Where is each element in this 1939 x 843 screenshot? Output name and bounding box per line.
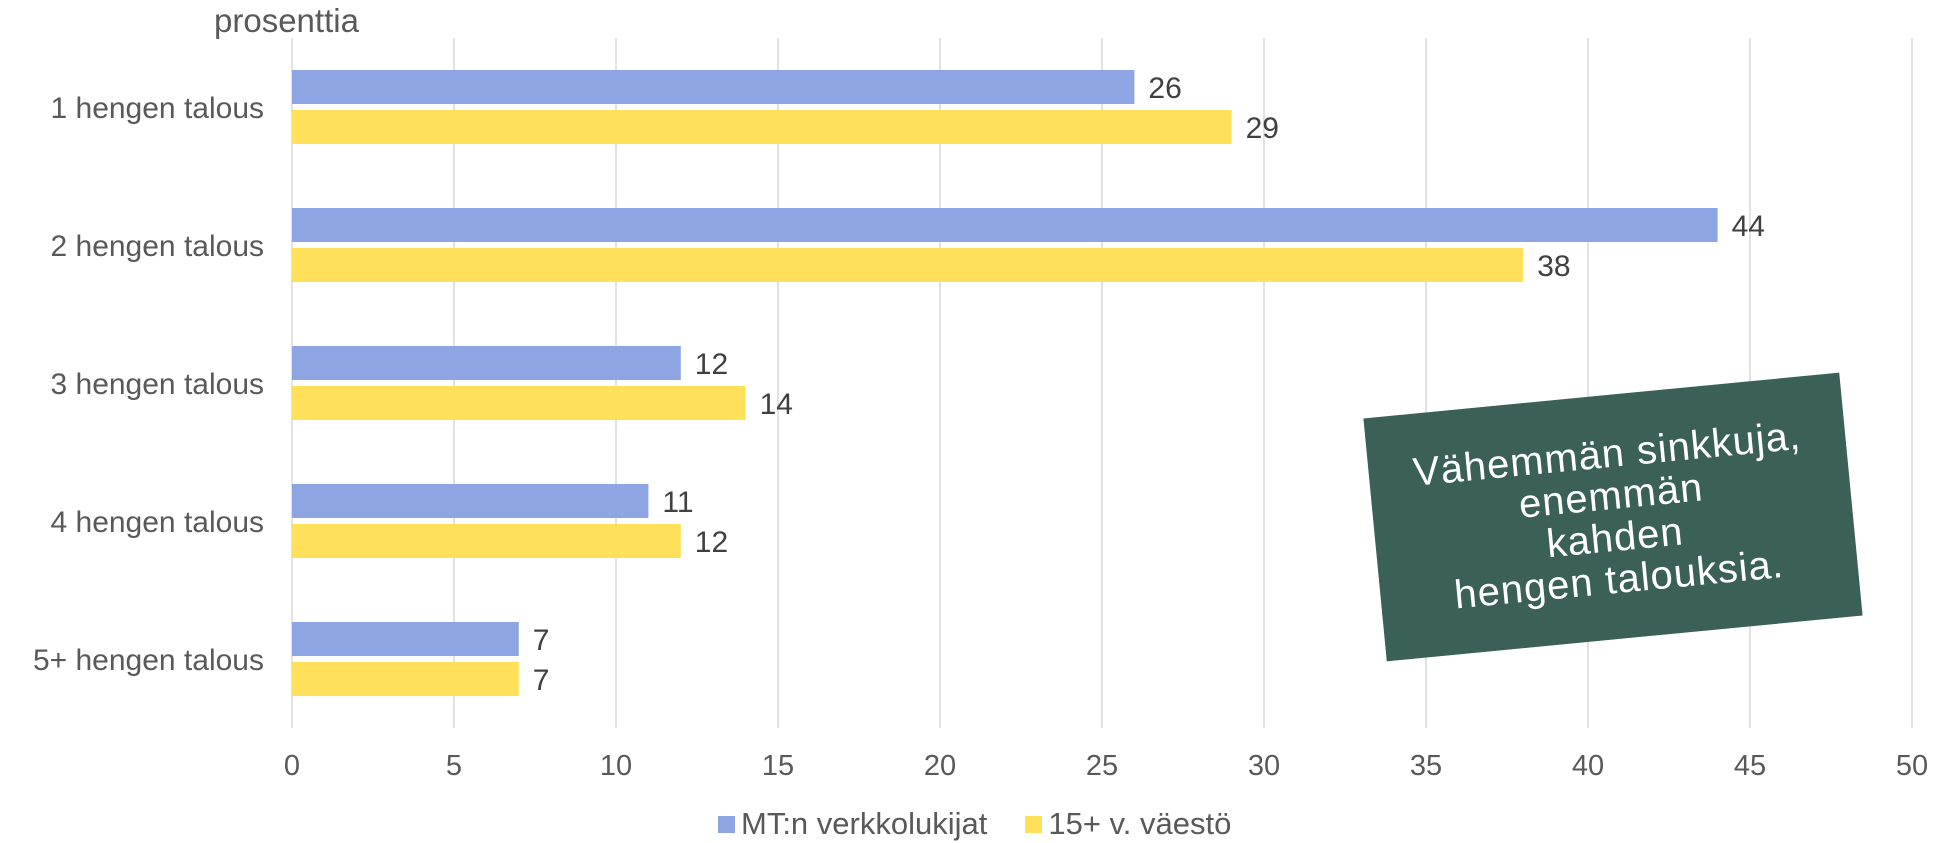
x-tick-label-45: 45	[1734, 750, 1766, 782]
bar-series-2-cat-4	[292, 524, 681, 558]
data-label-series-1-cat-1: 26	[1148, 72, 1181, 105]
category-label-1: 1 hengen talous	[50, 92, 264, 125]
bar-series-1-cat-2	[292, 208, 1718, 242]
bar-series-2-cat-5	[292, 662, 519, 696]
x-tick-label-35: 35	[1410, 750, 1442, 782]
legend-swatch-series-1	[718, 815, 735, 833]
legend-swatch-series-2	[1025, 815, 1043, 833]
bar-series-1-cat-4	[292, 484, 649, 518]
category-label-2: 2 hengen talous	[50, 230, 264, 263]
data-label-series-2-cat-1: 29	[1246, 112, 1279, 145]
bar-series-2-cat-3	[292, 386, 746, 420]
bar-series-1-cat-5	[292, 622, 519, 656]
data-label-series-2-cat-5: 7	[533, 664, 550, 697]
bar-series-2-cat-1	[292, 110, 1232, 144]
data-label-series-1-cat-4: 11	[662, 486, 693, 519]
x-tick-label-50: 50	[1896, 750, 1928, 782]
category-label-5: 5+ hengen talous	[33, 644, 264, 677]
x-tick-label-10: 10	[600, 750, 632, 782]
bar-series-1-cat-1	[292, 70, 1135, 104]
x-tick-label-25: 25	[1086, 750, 1118, 782]
callout-box: Vähemmän sinkkuja, enemmän kahden hengen…	[1363, 372, 1863, 662]
x-tick-label-5: 5	[446, 750, 462, 782]
x-tick-label-20: 20	[924, 750, 956, 782]
category-label-4: 4 hengen talous	[50, 506, 264, 539]
x-tick-label-30: 30	[1248, 750, 1280, 782]
data-label-series-1-cat-5: 7	[533, 624, 550, 657]
unit-label: prosenttia	[214, 2, 359, 39]
data-label-series-1-cat-3: 12	[695, 348, 728, 381]
data-label-series-2-cat-4: 12	[695, 526, 728, 559]
data-label-series-2-cat-3: 14	[760, 388, 793, 421]
x-tick-label-40: 40	[1572, 750, 1604, 782]
bar-series-1-cat-3	[292, 346, 681, 380]
category-label-3: 3 hengen talous	[50, 368, 264, 401]
legend-item-series-1: MT:n verkkolukijat	[718, 806, 987, 842]
data-label-series-1-cat-2: 44	[1732, 210, 1765, 243]
x-tick-label-0: 0	[284, 750, 300, 782]
legend-label-series-2: 15+ v. väestö	[1048, 806, 1232, 841]
bar-series-2-cat-2	[292, 248, 1524, 282]
x-tick-label-15: 15	[762, 750, 794, 782]
legend-item-series-2: 15+ v. väestö	[1025, 806, 1231, 842]
legend: MT:n verkkolukijat 15+ v. väestö	[718, 806, 1269, 842]
data-label-series-2-cat-2: 38	[1537, 250, 1570, 283]
legend-label-series-1: MT:n verkkolukijat	[741, 806, 988, 841]
